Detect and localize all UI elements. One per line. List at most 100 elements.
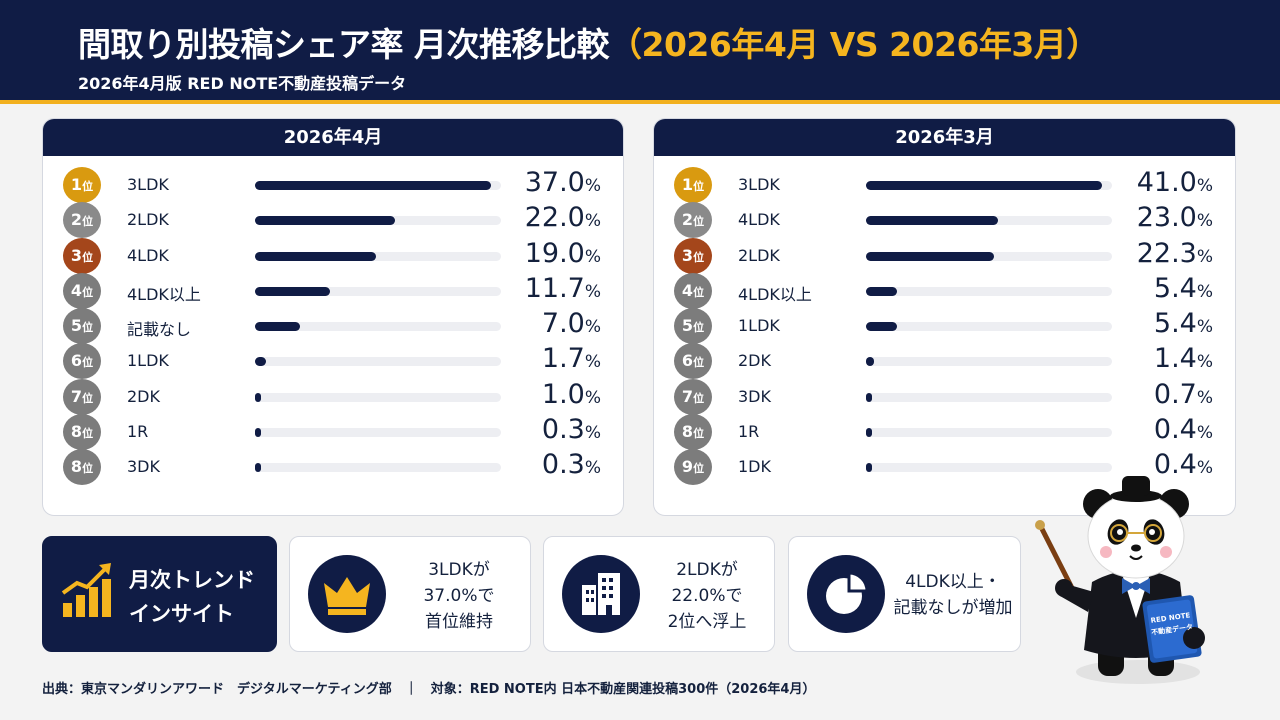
- value-label: 0.4%: [1154, 414, 1213, 445]
- value-label: 1.4%: [1154, 343, 1213, 374]
- bar: [255, 463, 261, 472]
- rank-unit: 位: [693, 250, 705, 264]
- rank-unit: 位: [82, 462, 94, 475]
- value-number: 0.3: [541, 413, 585, 445]
- crown-icon: [308, 555, 386, 633]
- insight-2-line1: 2LDKが: [676, 560, 738, 580]
- category-label: 1DK: [738, 457, 771, 476]
- value-unit: %: [584, 458, 601, 478]
- chart-row: 8位 1R 0.3%: [43, 413, 623, 450]
- insight-card-3ldk: 3LDKが 37.0%で 首位維持: [289, 536, 531, 652]
- building-icon: [562, 555, 640, 633]
- bar: [866, 322, 897, 331]
- rank-badge: 5位: [674, 308, 712, 344]
- insight-3-line1: 4LDK以上・: [905, 572, 1001, 592]
- value-number: 0.3: [541, 449, 585, 480]
- value-label: 0.7%: [1154, 379, 1213, 410]
- rank-badge: 1位: [674, 167, 712, 203]
- page-subtitle: 2026年4月版 RED NOTE不動産投稿データ: [78, 74, 407, 93]
- insight-text-2: 2LDKが 22.0%で 2位へ浮上: [650, 557, 764, 635]
- value-unit: %: [1196, 458, 1213, 478]
- value-unit: %: [1196, 422, 1213, 443]
- value-unit: %: [1196, 246, 1213, 267]
- category-label: 3LDK: [738, 175, 780, 194]
- rank-badge: 1位: [63, 167, 101, 203]
- rank-badge: 3位: [63, 237, 101, 274]
- rank-badge: 4位: [63, 272, 101, 309]
- rank-unit: 位: [82, 321, 94, 334]
- value-unit: %: [584, 211, 601, 232]
- chart-row: 6位 1LDK 1.7%: [43, 343, 623, 380]
- value-number: 5.4: [1153, 308, 1197, 339]
- value-number: 1.4: [1153, 343, 1197, 375]
- chart-row: 6位 2DK 1.4%: [654, 343, 1235, 380]
- chart-title-april: 2026年4月: [43, 119, 623, 156]
- category-label: 2DK: [127, 386, 160, 406]
- value-label: 41.0%: [1137, 167, 1213, 198]
- title-main: 間取り別投稿シェア率 月次推移比較: [78, 25, 610, 64]
- rank-badge: 8位: [63, 413, 101, 450]
- value-label: 1.0%: [542, 379, 601, 410]
- value-unit: %: [1196, 176, 1213, 196]
- value-label: 11.7%: [525, 273, 601, 304]
- value-unit: %: [584, 387, 601, 408]
- rank-badge: 2位: [63, 202, 101, 239]
- rank-unit: 位: [693, 285, 705, 299]
- category-label: 1R: [738, 421, 760, 441]
- rank-unit: 位: [693, 462, 705, 475]
- value-label: 0.3%: [542, 414, 601, 445]
- panda-mascot-illustration: RED NOTE 不動産データ: [1035, 476, 1205, 684]
- value-number: 22.0: [524, 202, 585, 234]
- rank-badge: 2位: [674, 202, 712, 239]
- rank-number: 6: [681, 351, 694, 371]
- category-label: 1LDK: [738, 316, 780, 335]
- chart-row: 8位 3DK 0.3%: [43, 449, 623, 485]
- rank-badge: 5位: [63, 308, 101, 344]
- value-unit: %: [1196, 317, 1213, 337]
- bar-track: [866, 357, 1112, 367]
- value-label: 7.0%: [542, 308, 601, 339]
- pie-chart-icon: [807, 555, 885, 633]
- value-label: 5.4%: [1154, 273, 1213, 304]
- rank-number: 1: [70, 175, 83, 194]
- trend-chart-icon: [61, 563, 111, 617]
- bar-track: [866, 286, 1112, 296]
- bar-track: [255, 322, 501, 331]
- rank-badge: 8位: [674, 413, 712, 450]
- bar: [255, 322, 300, 331]
- bar-track: [255, 392, 501, 402]
- bar: [255, 251, 376, 261]
- chart-row: 9位 1DK 0.4%: [654, 449, 1235, 485]
- category-label: 3DK: [738, 386, 771, 406]
- bar-track: [866, 181, 1112, 190]
- bar: [866, 181, 1102, 190]
- chart-row: 3位 2LDK 22.3%: [654, 237, 1235, 274]
- rank-unit: 位: [82, 250, 94, 264]
- insight-card-4ldk: 4LDK以上・ 記載なしが増加: [788, 536, 1021, 652]
- insight-2-line3: 2位へ浮上: [667, 612, 747, 632]
- rank-badge: 8位: [63, 449, 101, 485]
- value-number: 11.7: [524, 272, 585, 304]
- insight-heading-line1: 月次トレンド: [129, 568, 255, 592]
- rank-number: 1: [681, 175, 694, 194]
- chart-row: 4位 4LDK以上 11.7%: [43, 272, 623, 309]
- value-number: 1.7: [541, 343, 585, 375]
- chart-row: 7位 3DK 0.7%: [654, 378, 1235, 415]
- value-unit: %: [1196, 211, 1213, 232]
- rank-number: 4: [70, 280, 83, 300]
- rank-number: 3: [681, 245, 694, 265]
- bar-track: [866, 427, 1112, 437]
- value-unit: %: [584, 246, 601, 267]
- rank-unit: 位: [82, 180, 94, 193]
- category-label: 4LDK: [127, 245, 169, 265]
- value-unit: %: [584, 281, 601, 302]
- rank-number: 7: [681, 386, 694, 406]
- insight-heading: 月次トレンド インサイト: [129, 563, 255, 631]
- bar-track: [866, 251, 1112, 261]
- rank-badge: 6位: [674, 343, 712, 380]
- chart-row: 5位 1LDK 5.4%: [654, 308, 1235, 344]
- rank-unit: 位: [693, 215, 705, 229]
- chart-title-march: 2026年3月: [654, 119, 1235, 156]
- chart-panel-march: 2026年3月 1位 3LDK 41.0% 2位 4LDK 23.0% 3位 2LDK 22.3…: [653, 118, 1236, 516]
- rank-number: 5: [70, 316, 83, 335]
